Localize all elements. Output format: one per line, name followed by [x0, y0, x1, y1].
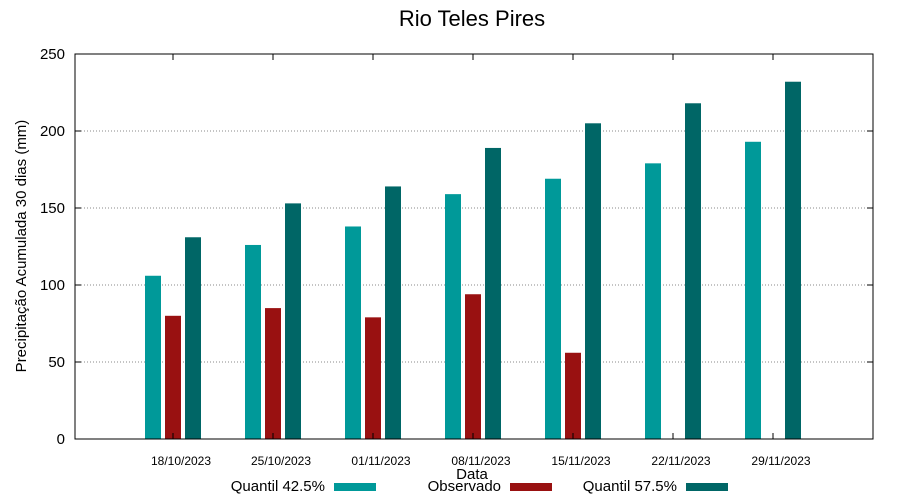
- bar-quantil-57-0: [185, 237, 201, 439]
- legend-swatch: [334, 483, 376, 491]
- x-tick-label: 25/10/2023: [251, 454, 311, 468]
- x-axis-ticks: 18/10/2023 25/10/2023 01/11/2023 08/11/2023…: [151, 54, 811, 468]
- chart-title: Rio Teles Pires: [399, 6, 545, 31]
- y-axis-ticks: 0 50 100 150 200 250: [40, 46, 873, 448]
- y-tick-label: 100: [40, 277, 65, 294]
- bars-group: [145, 81, 801, 440]
- bar-quantil-57-5: [685, 103, 701, 439]
- x-tick-label: 29/11/2023: [751, 454, 810, 468]
- bar-quantil-57-4: [585, 123, 601, 440]
- bar-quantil-57-6: [785, 81, 801, 439]
- x-tick-label: 22/11/2023: [651, 454, 710, 468]
- x-tick-label: 01/11/2023: [351, 454, 410, 468]
- bar-quantil-57-3: [485, 147, 501, 439]
- y-tick-label: 0: [57, 431, 65, 448]
- bar-quantil-42-3: [445, 194, 461, 439]
- legend: Quantil 42.5% Observado Quantil 57.5%: [231, 478, 728, 495]
- bar-observado-2: [365, 317, 381, 439]
- bar-quantil-57-1: [285, 203, 301, 439]
- bar-observado-0: [165, 315, 181, 439]
- legend-label: Quantil 57.5%: [583, 478, 677, 495]
- bar-quantil-42-5: [645, 163, 661, 439]
- y-axis-label: Precipitação Acumulada 30 dias (mm): [13, 120, 30, 373]
- bar-quantil-42-2: [345, 226, 361, 439]
- legend-label: Quantil 42.5%: [231, 478, 325, 495]
- legend-label: Observado: [428, 478, 501, 495]
- x-tick-label: 08/11/2023: [451, 454, 510, 468]
- bar-quantil-42-1: [245, 244, 261, 439]
- y-tick-label: 50: [48, 354, 65, 371]
- bar-observado-3: [465, 294, 481, 439]
- x-axis-label: Data: [456, 466, 488, 483]
- plot-area-frame: [74, 53, 874, 440]
- y-tick-label: 200: [40, 123, 65, 140]
- x-tick-label: 15/11/2023: [551, 454, 610, 468]
- legend-swatch: [510, 483, 552, 491]
- bar-quantil-42-0: [145, 275, 161, 439]
- y-tick-label: 150: [40, 200, 65, 217]
- y-tick-label: 250: [40, 46, 65, 63]
- bar-quantil-42-6: [745, 141, 761, 439]
- x-tick-label: 18/10/2023: [151, 454, 211, 468]
- bar-observado-1: [265, 308, 281, 439]
- bar-quantil-57-2: [385, 186, 401, 439]
- bar-observado-4: [565, 352, 581, 439]
- legend-swatch: [686, 483, 728, 491]
- bar-quantil-42-4: [545, 178, 561, 440]
